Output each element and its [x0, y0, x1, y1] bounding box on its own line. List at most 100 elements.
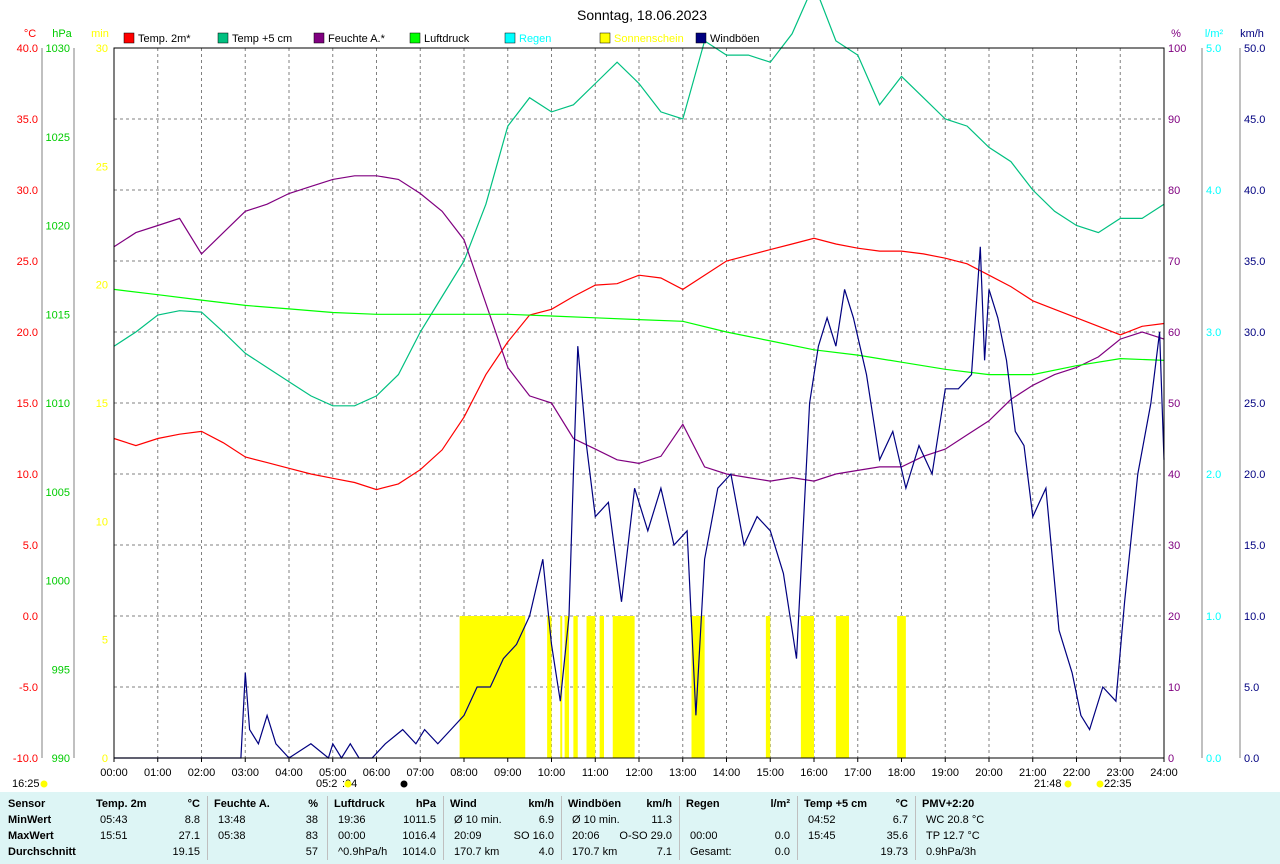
axis-tick-label: 35.0	[1244, 256, 1265, 268]
axis-tick-label: -5.0	[19, 682, 38, 694]
stats-value-label: WC 20.8 °C	[926, 814, 985, 826]
stats-value: 35.6	[886, 830, 908, 842]
stats-block: Windböen km/h Ø 10 min. 11.3 20:06 O-SO 29.0 1…	[564, 792, 676, 864]
x-tick-label: 21:00	[1019, 767, 1047, 779]
axis-tick-label: 2.0	[1206, 469, 1221, 481]
axis-tick-label: 20.0	[17, 327, 38, 339]
axis-tick-label: 5.0	[1206, 43, 1221, 55]
axis-tick-label: 15	[96, 398, 108, 410]
axis-tick-label: 0	[1168, 753, 1174, 765]
stats-value-label: 20:06	[572, 830, 600, 842]
axis-tick-label: 990	[52, 753, 70, 765]
stats-value: 1014.0	[402, 846, 436, 858]
stats-value-label: 0.9hPa/3h	[926, 846, 977, 858]
stats-value: 0.0	[774, 846, 790, 858]
stats-value-label: Ø 10 min.	[454, 814, 502, 826]
stats-block: Temp. 2m °C 05:43 8.8 15:51 27.1 19.15	[92, 792, 204, 864]
legend-swatch	[695, 32, 707, 44]
legend-swatch	[217, 32, 229, 44]
legend-label: Temp +5 cm	[232, 33, 292, 45]
stats-block-unit: hPa	[415, 798, 436, 810]
axis-tick-label: 1025	[46, 132, 70, 144]
stats-separator	[915, 796, 916, 860]
stats-block-title: PMV+2:20	[922, 798, 975, 810]
axis-tick-label: 80	[1168, 185, 1180, 197]
stats-value-label: 13:48	[218, 814, 246, 826]
stats-value-label: 170.7 km	[454, 846, 500, 858]
stats-value: 19.73	[880, 846, 908, 858]
legend-label: Windböen	[710, 33, 760, 45]
axis-tick-label: 40.0	[1244, 185, 1265, 197]
legend-swatch	[313, 32, 325, 44]
stats-value: 38	[305, 814, 318, 826]
series-line	[113, 0, 1165, 407]
stats-block-unit: l/m²	[770, 798, 790, 810]
sunshine-bar	[573, 616, 578, 758]
stats-value: 19.15	[172, 846, 200, 858]
stats-block-unit: km/h	[646, 798, 672, 810]
axis-tick-label: 30.0	[17, 185, 38, 197]
series-line	[113, 175, 1165, 482]
axis-tick-label: 60	[1168, 327, 1180, 339]
x-tick-label: 02:00	[188, 767, 216, 779]
stats-value-label: Ø 10 min.	[572, 814, 620, 826]
x-tick-label: 17:00	[844, 767, 872, 779]
axis-tick-label: 10	[96, 516, 108, 528]
legend-swatch	[409, 32, 421, 44]
axis-tick-label: 25.0	[17, 256, 38, 268]
axis-unit-label: l/m²	[1205, 28, 1224, 40]
axes: 40.0 35.0 30.0 25.0 20.0 15.0 10.0 5.0 0.0 -5.0 -1…	[13, 28, 1266, 779]
axis-tick-label: 5	[102, 635, 108, 647]
stats-value-label: 05:43	[100, 814, 128, 826]
sunshine-bar	[599, 616, 604, 758]
stats-value: 1011.5	[403, 814, 436, 826]
stats-block-unit: °C	[187, 798, 200, 810]
x-tick-label: 03:00	[231, 767, 259, 779]
x-tick-label: 05:00	[319, 767, 347, 779]
stats-value-label: 20:09	[454, 830, 482, 842]
stats-separator	[207, 796, 208, 860]
stats-block-unit: °C	[895, 798, 908, 810]
stats-separator	[797, 796, 798, 860]
sun-icon	[40, 780, 48, 788]
axis-tick-label: 30	[96, 43, 108, 55]
stats-value: 4.0	[538, 846, 554, 858]
stats-value: 7.1	[656, 846, 672, 858]
sunshine-bar	[612, 616, 622, 758]
axis-tick-label: 35.0	[17, 114, 38, 126]
sunset-icon	[1064, 780, 1072, 788]
stats-block: Wind km/h Ø 10 min. 6.9 20:09 SO 16.0 170.7 km…	[446, 792, 558, 864]
stats-separator	[561, 796, 562, 860]
stats-value-label: 05:38	[218, 830, 246, 842]
series-line	[113, 237, 1165, 491]
axis-tick-label: 0.0	[1244, 753, 1259, 765]
stats-block-title: Wind	[450, 798, 477, 810]
x-tick-label: 24:00	[1150, 767, 1178, 779]
stats-value-label: 00:00	[338, 830, 366, 842]
axis-tick-label: 50	[1168, 398, 1180, 410]
x-tick-label: 14:00	[713, 767, 741, 779]
x-tick-label: 19:00	[931, 767, 959, 779]
marker-label: 05:2	[316, 778, 337, 790]
stats-row-label: MaxWert	[8, 830, 54, 842]
axis-tick-label: 25.0	[1244, 398, 1265, 410]
x-tick-label: 23:00	[1106, 767, 1134, 779]
moonrise-icon	[1096, 780, 1104, 788]
axis-tick-label: -10.0	[13, 753, 38, 765]
stats-value: 1016.4	[402, 830, 436, 842]
x-tick-label: 10:00	[538, 767, 566, 779]
sunshine-bar	[459, 616, 526, 758]
axis-tick-label: 100	[1168, 43, 1186, 55]
x-tick-label: 12:00	[625, 767, 653, 779]
axis-unit-label: °C	[24, 28, 36, 40]
stats-block: Regen l/m² 00:00 0.0 Gesamt: 0.0	[682, 792, 794, 864]
legend-label: Sonnenschein	[614, 33, 684, 45]
axis-tick-label: 1030	[46, 43, 70, 55]
axis-tick-label: 40	[1168, 469, 1180, 481]
stats-row-label: Durchschnitt	[8, 846, 76, 858]
axis-tick-label: 30.0	[1244, 327, 1265, 339]
axis-unit-label: km/h	[1240, 28, 1264, 40]
axis-tick-label: 10.0	[1244, 611, 1265, 623]
grid	[114, 48, 1164, 758]
axis-tick-label: 15.0	[1244, 540, 1265, 552]
